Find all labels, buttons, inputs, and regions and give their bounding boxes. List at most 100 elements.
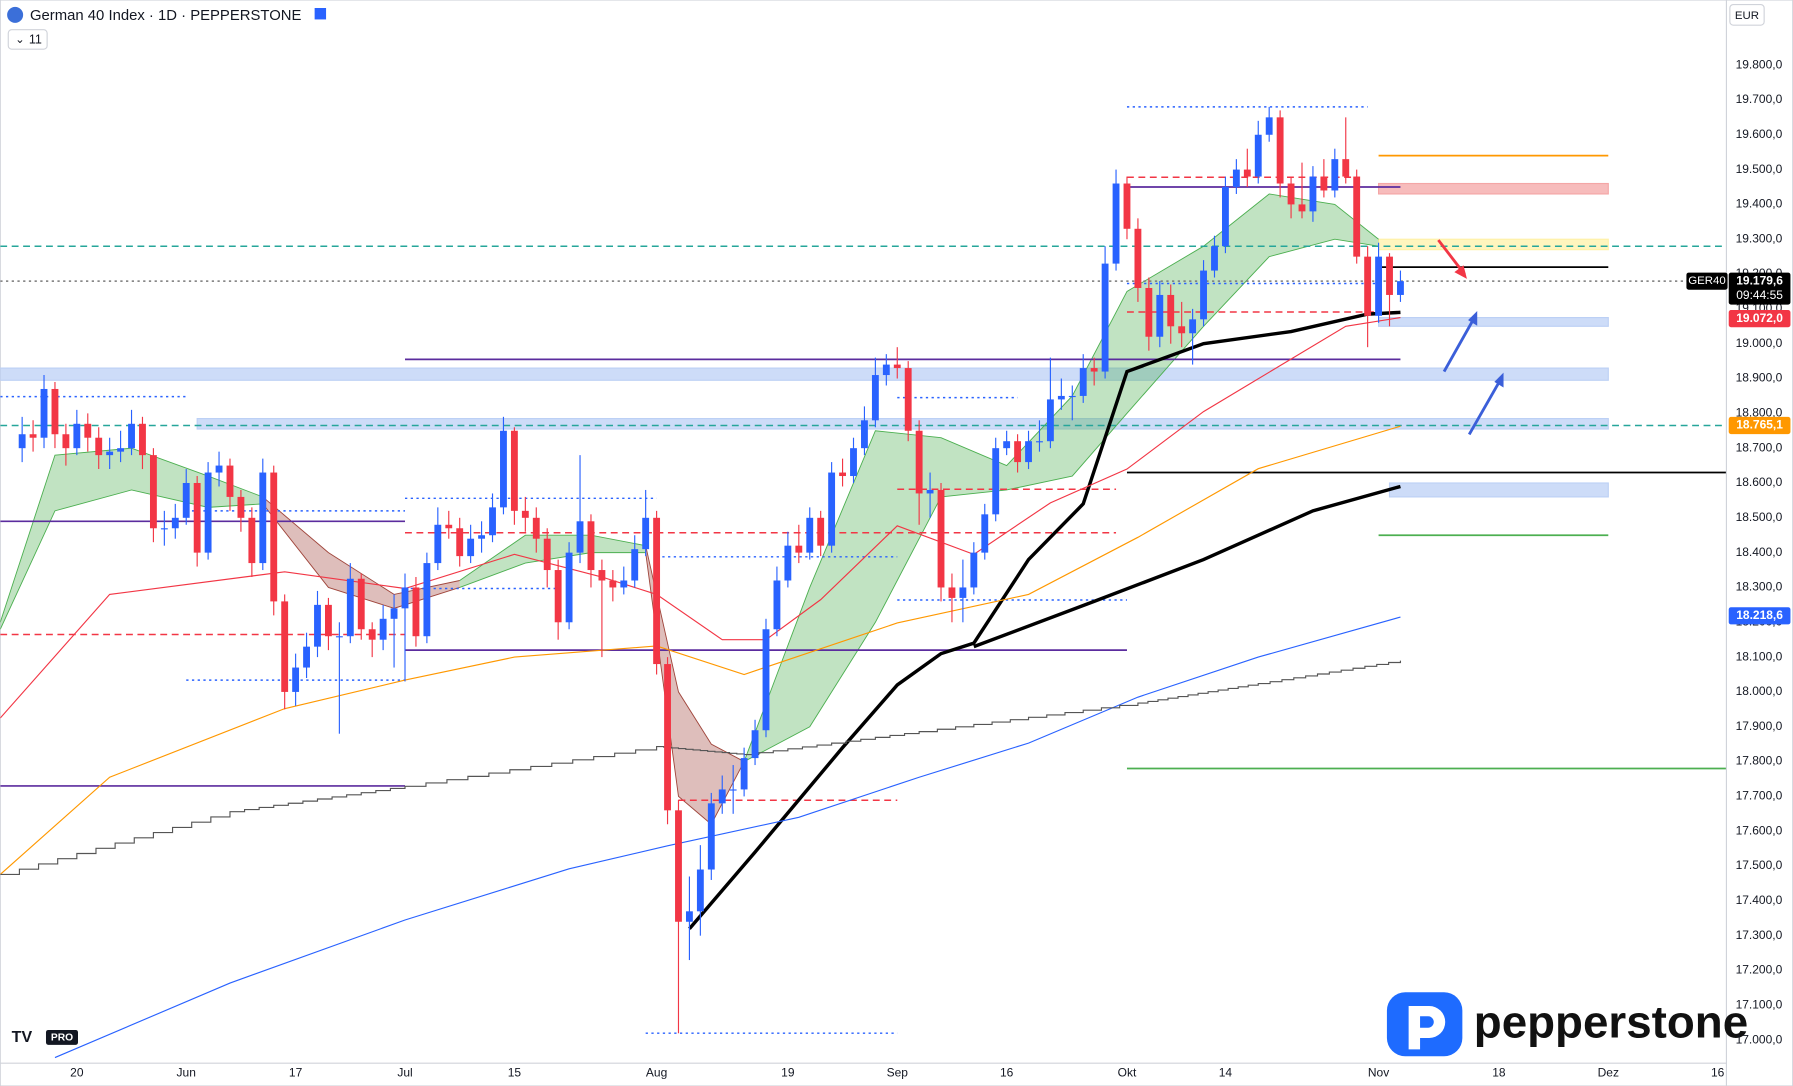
y-tick-label: 17.000,0	[1736, 1032, 1783, 1046]
badge: PRO	[51, 1033, 73, 1044]
candle-body	[434, 524, 442, 564]
candle-body	[1243, 169, 1251, 177]
candle-body	[204, 472, 212, 553]
candle-body	[773, 580, 781, 630]
candle-body	[303, 646, 310, 668]
candle-body	[565, 552, 573, 623]
candle-body	[1079, 368, 1087, 396]
candle-body	[412, 587, 420, 637]
moving-average	[0, 317, 1401, 719]
candle-body	[1046, 399, 1054, 442]
cloud-upper	[459, 534, 646, 581]
candle-body	[675, 810, 682, 922]
y-tick-label: 17.100,0	[1736, 998, 1783, 1012]
candle-body	[1200, 270, 1207, 320]
candle-body	[653, 517, 661, 665]
arrow-head	[1494, 372, 1504, 388]
candle-body	[631, 549, 639, 581]
candle-body	[248, 517, 256, 564]
candle-body	[718, 789, 726, 804]
candle-body	[828, 472, 836, 546]
candle-body	[532, 517, 540, 539]
y-tick-label: 18.300,0	[1736, 580, 1783, 594]
candle-body	[467, 538, 475, 557]
candle-body	[850, 448, 857, 477]
candle-body	[1189, 319, 1197, 334]
candle-body	[1397, 281, 1404, 295]
candle-body	[609, 580, 617, 588]
indicator-count: 11	[29, 32, 42, 46]
y-tick-label: 18.900,0	[1736, 371, 1783, 385]
candle-body	[817, 517, 825, 546]
indicator-toggle[interactable]	[7, 29, 48, 50]
candle-body	[346, 578, 354, 637]
currency: EUR	[1735, 10, 1759, 22]
candle-body	[292, 667, 300, 692]
y-tick-label: 19.300,0	[1736, 231, 1783, 245]
y-tick-label: 18.000,0	[1736, 684, 1783, 698]
candle-body	[554, 570, 562, 623]
candle-body	[729, 789, 737, 791]
candle-body	[1386, 256, 1393, 295]
candle-body	[1036, 441, 1043, 443]
candle-body	[1145, 287, 1153, 337]
y-tick-label: 17.300,0	[1736, 928, 1783, 942]
candle-body	[390, 608, 398, 619]
candle-body	[335, 636, 343, 638]
cloud-lower	[459, 552, 646, 588]
candle-body	[543, 538, 551, 571]
candle-body	[1265, 117, 1273, 135]
candle-body	[1353, 176, 1361, 257]
y-tick-label: 17.400,0	[1736, 893, 1783, 907]
arrow-head	[1454, 265, 1467, 279]
chart-title: German 40 Index · 1D · PEPPERSTONE	[30, 8, 302, 24]
cloud-lower	[645, 552, 745, 825]
candle-body	[73, 423, 81, 449]
candle-body	[937, 489, 945, 588]
candle-body	[871, 375, 879, 421]
candle-body	[62, 434, 70, 449]
y-tick-label: 17.200,0	[1736, 963, 1783, 977]
candle-body	[685, 911, 693, 922]
candle-body	[1014, 441, 1022, 463]
x-tick-label: 16	[1000, 1066, 1014, 1080]
y-tick-label: 19.500,0	[1736, 162, 1783, 176]
candle-body	[357, 578, 365, 630]
x-tick-label: 18	[1492, 1066, 1506, 1080]
candle-body	[226, 465, 234, 497]
zone	[1388, 482, 1609, 498]
candle-body	[740, 758, 748, 790]
countdown: 09:44:55	[1736, 288, 1783, 302]
x-tick-label: 16	[1711, 1066, 1725, 1080]
price-tag	[1728, 416, 1791, 435]
candle-body	[1112, 183, 1120, 264]
candle-body	[1003, 441, 1011, 449]
x-tick-label: Sep	[887, 1066, 909, 1080]
candle-body	[795, 545, 803, 553]
candle-body	[1309, 176, 1317, 212]
price-tag	[1728, 310, 1791, 328]
candle-body	[314, 604, 321, 647]
candle-body	[992, 448, 1000, 515]
candle-body	[423, 563, 431, 637]
candle-body	[1025, 441, 1032, 463]
candle-body	[1221, 186, 1229, 247]
symbol-label: GER40	[1688, 275, 1725, 287]
price-tag-label: 19.179,6	[1736, 273, 1783, 287]
candle-body	[1276, 117, 1284, 184]
zone	[196, 417, 1609, 430]
candle-body	[1298, 204, 1306, 212]
candle-body	[500, 430, 507, 508]
cloud-fill	[459, 535, 646, 588]
candle-body	[160, 528, 168, 530]
currency-box[interactable]	[1729, 4, 1765, 26]
candle-body	[270, 472, 278, 602]
moving-average	[0, 425, 1401, 875]
chevron: ⌄	[15, 34, 25, 46]
price-tag-label: 18.218,6	[1736, 608, 1783, 622]
candle-body	[981, 514, 989, 553]
candle-body	[1123, 183, 1131, 229]
zone	[1378, 317, 1609, 327]
candle-body	[762, 629, 770, 731]
